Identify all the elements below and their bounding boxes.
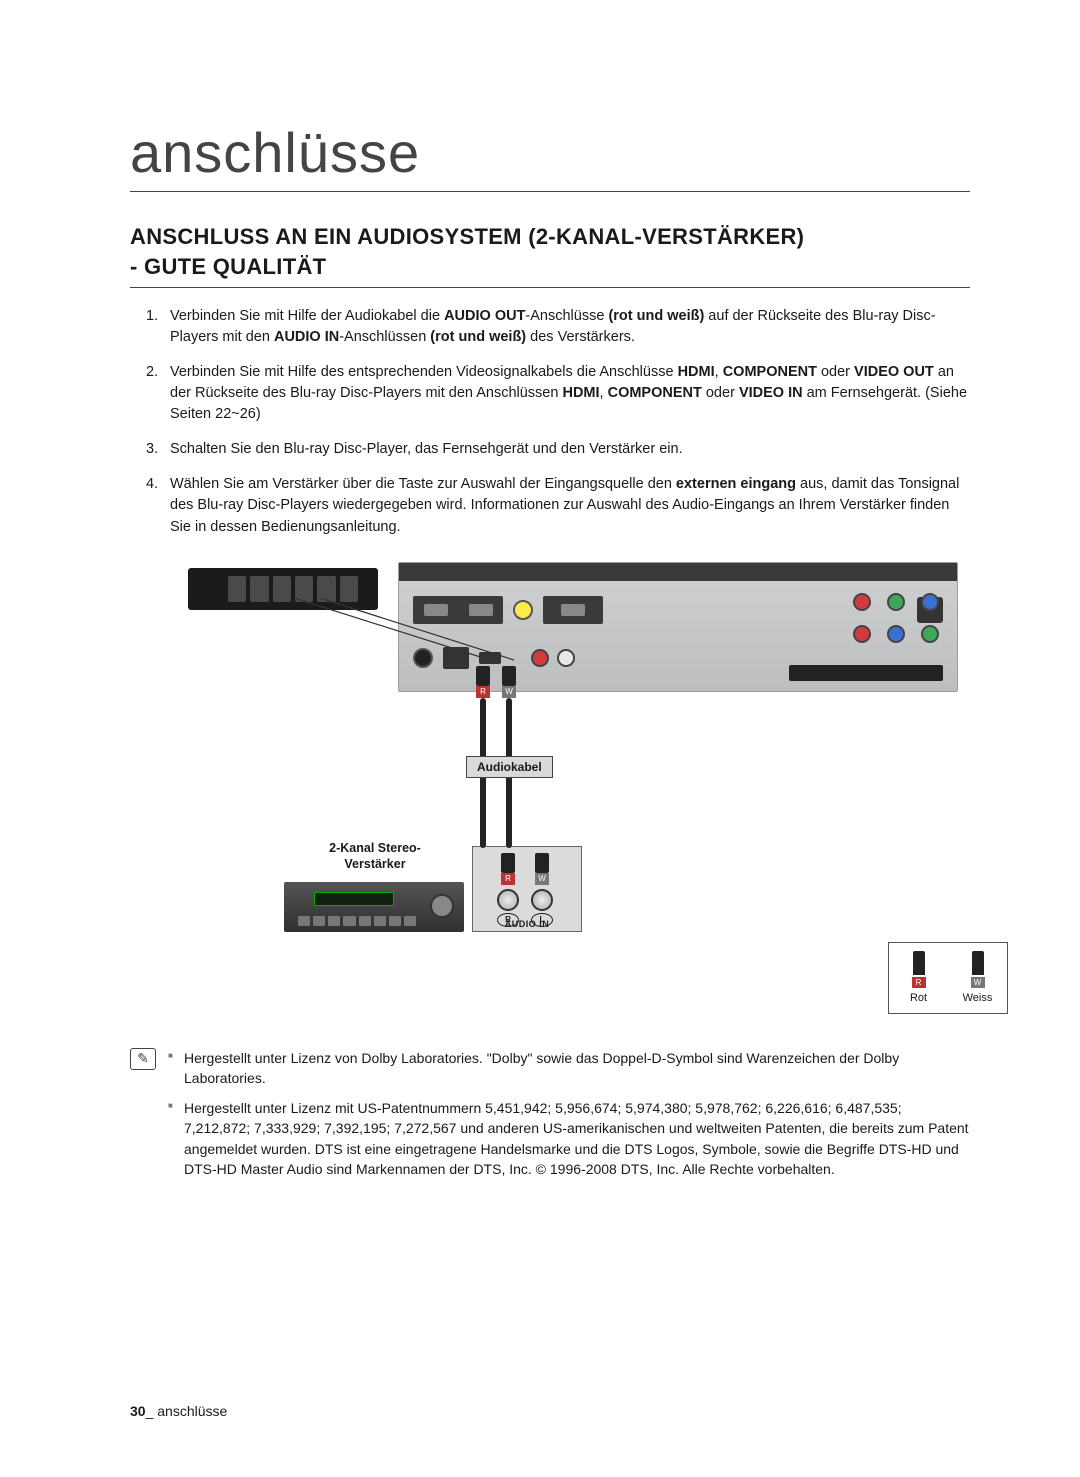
cable-tag-w: W	[502, 686, 516, 698]
chapter-title: anschlüsse	[130, 120, 970, 192]
notes-list: Hergestellt unter Lizenz von Dolby Labor…	[168, 1048, 970, 1190]
amp-volume-knob	[430, 894, 454, 918]
legend-red-tag: R	[912, 977, 926, 988]
manual-page: anschlüsse ANSCHLUSS AN EIN AUDIOSYSTEM …	[0, 0, 1080, 1477]
stereo-amplifier	[284, 882, 464, 932]
page-number: 30	[130, 1403, 146, 1419]
panel-topbar	[399, 563, 957, 581]
legend-red-label: Rot	[910, 992, 927, 1004]
audio-cable: R W	[460, 666, 540, 896]
note-2: Hergestellt unter Lizenz mit US-Patentnu…	[168, 1098, 970, 1179]
legend-white: W Weiss	[948, 943, 1007, 1013]
legend-white-label: Weiss	[963, 992, 993, 1004]
section-rule	[130, 287, 970, 288]
component-out	[853, 593, 943, 647]
cable-label: Audiokabel	[466, 756, 553, 778]
audio-out-l	[557, 649, 575, 667]
bluray-player-top	[188, 568, 378, 610]
notes-section: Hergestellt unter Lizenz von Dolby Labor…	[130, 1048, 970, 1190]
amp-buttons	[298, 916, 416, 926]
step-1: Verbinden Sie mit Hilfe der Audiokabel d…	[150, 306, 970, 348]
digital-out	[413, 648, 433, 668]
player-ports	[228, 576, 358, 602]
panel-label-strip	[789, 665, 943, 681]
color-legend: R Rot W Weiss	[888, 942, 1008, 1014]
section-title-line1: ANSCHLUSS AN EIN AUDIOSYSTEM (2-KANAL-VE…	[130, 224, 804, 249]
step-3: Schalten Sie den Blu-ray Disc-Player, da…	[150, 439, 970, 460]
cable-tag-r: R	[476, 686, 490, 698]
steps-list: Verbinden Sie mit Hilfe der Audiokabel d…	[150, 306, 970, 537]
step-2: Verbinden Sie mit Hilfe des entsprechend…	[150, 362, 970, 425]
amp-display	[314, 892, 394, 906]
audio-in-text: AUDIO IN	[473, 919, 581, 929]
legend-white-tag: W	[971, 977, 985, 988]
connection-diagram: R W Audiokabel 2-Kanal Stereo- Verstärke…	[188, 568, 1008, 1008]
footer-label: anschlüsse	[157, 1403, 227, 1419]
legend-red-pin	[913, 951, 925, 975]
usb-port	[479, 652, 501, 664]
cable-plug-r	[476, 666, 490, 686]
audio-out-r	[531, 649, 549, 667]
note-1: Hergestellt unter Lizenz von Dolby Labor…	[168, 1048, 970, 1089]
hdmi-block	[413, 596, 503, 624]
cable-plug-w	[502, 666, 516, 686]
page-footer: 30_ anschlüsse	[130, 1403, 227, 1419]
legend-red: R Rot	[889, 943, 948, 1013]
amp-label: 2-Kanal Stereo- Verstärker	[300, 840, 450, 873]
cvbs-out	[513, 600, 533, 620]
footer-sep: _	[146, 1403, 158, 1419]
hdmi-out	[543, 596, 603, 624]
panel-audio-out	[531, 649, 575, 667]
note-icon	[130, 1048, 156, 1070]
step-4: Wählen Sie am Verstärker über die Taste …	[150, 474, 970, 537]
legend-white-pin	[972, 951, 984, 975]
section-title: ANSCHLUSS AN EIN AUDIOSYSTEM (2-KANAL-VE…	[130, 222, 970, 281]
section-title-line2: - GUTE QUALITÄT	[130, 254, 326, 279]
